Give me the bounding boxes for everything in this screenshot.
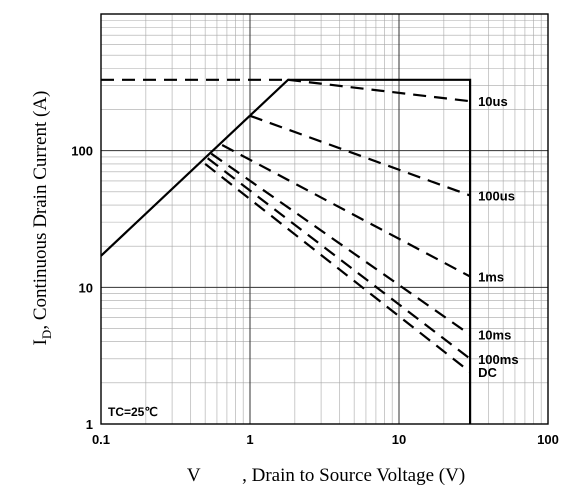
minor-gridlines: [101, 14, 548, 424]
x-tick-label: 1: [246, 432, 253, 447]
curves: [100, 78, 472, 424]
x-axis-title: V , Drain to Source Voltage (V): [187, 465, 465, 485]
x-tick-labels: 0.1 1 10 100: [92, 432, 559, 447]
curve-label-100us: 100us: [478, 188, 515, 203]
curve-label-100ms: 100ms: [478, 352, 518, 367]
x-axis-title-main: V: [187, 465, 201, 485]
curve-label-10us: 10us: [478, 94, 508, 109]
y-tick-label: 10: [79, 280, 93, 295]
y-tick-labels: 1 10 100: [71, 144, 93, 432]
curve-10ms: [210, 152, 471, 336]
curve-100ms: [207, 157, 471, 360]
plot-frame: [100, 13, 549, 425]
x-tick-label: 100: [537, 432, 559, 447]
y-tick-label: 1: [86, 417, 93, 432]
curve-label-1ms: 1ms: [478, 270, 504, 285]
major-gridlines: [101, 14, 548, 424]
temperature-annotation: TC=25℃: [108, 405, 158, 419]
curve-1ms: [221, 144, 471, 278]
y-axis-title-main: I: [30, 339, 51, 345]
y-axis-title: ID, Continuous Drain Current (A): [30, 91, 54, 346]
x-tick-label: 0.1: [92, 432, 110, 447]
curve-label-10ms: 10ms: [478, 328, 511, 343]
x-tick-label: 10: [392, 432, 406, 447]
y-tick-label: 100: [71, 144, 93, 159]
y-axis-title-rest: , Continuous Drain Current (A): [30, 91, 51, 330]
curve-label-dc: DC: [478, 365, 497, 380]
curve-100us: [249, 114, 471, 197]
curve-boundary: [100, 78, 472, 424]
curve-dc: [204, 163, 471, 373]
y-axis-title-sub: D: [39, 330, 54, 339]
x-axis-title-rest: , Drain to Source Voltage (V): [242, 465, 465, 485]
curve-10us: [287, 78, 471, 103]
